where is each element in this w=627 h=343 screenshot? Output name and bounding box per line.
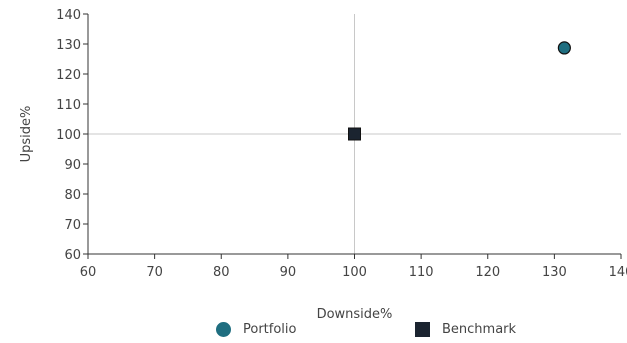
x-tick-label: 90 (280, 265, 297, 280)
legend-label-benchmark: Benchmark (442, 322, 517, 337)
y-tick-label: 140 (56, 8, 81, 23)
y-axis-ticks: 60 70 80 90 100 110 120 130 140 (56, 8, 88, 263)
data-points (348, 41, 571, 141)
x-tick-label: 100 (342, 265, 367, 280)
benchmark-square-icon (415, 322, 430, 337)
y-tick-label: 60 (64, 248, 81, 263)
legend-label-portfolio: Portfolio (243, 322, 297, 337)
y-axis-title: Upside% (19, 106, 34, 163)
x-tick-label: 130 (542, 265, 567, 280)
y-tick-label: 110 (56, 98, 81, 113)
legend: Portfolio Benchmark (0, 322, 627, 342)
portfolio-circle-icon (216, 322, 231, 337)
y-tick-label: 130 (56, 38, 81, 53)
x-tick-label: 120 (475, 265, 500, 280)
x-tick-label: 70 (146, 265, 163, 280)
x-tick-label: 80 (213, 265, 230, 280)
x-tick-label: 60 (80, 265, 97, 280)
legend-item-portfolio[interactable]: Portfolio (216, 322, 296, 337)
x-axis-ticks: 60 70 80 90 100 110 120 130 140 (80, 254, 627, 280)
x-tick-label: 110 (409, 265, 434, 280)
portfolio-point (557, 41, 571, 55)
benchmark-point (348, 127, 361, 141)
x-axis-title: Downside% (317, 307, 393, 322)
y-tick-label: 90 (64, 158, 81, 173)
legend-item-benchmark[interactable]: Benchmark (415, 322, 516, 337)
x-tick-label: 140 (609, 265, 627, 280)
y-tick-label: 70 (64, 218, 81, 233)
y-tick-label: 100 (56, 128, 81, 143)
y-tick-label: 80 (64, 188, 81, 203)
y-tick-label: 120 (56, 68, 81, 83)
